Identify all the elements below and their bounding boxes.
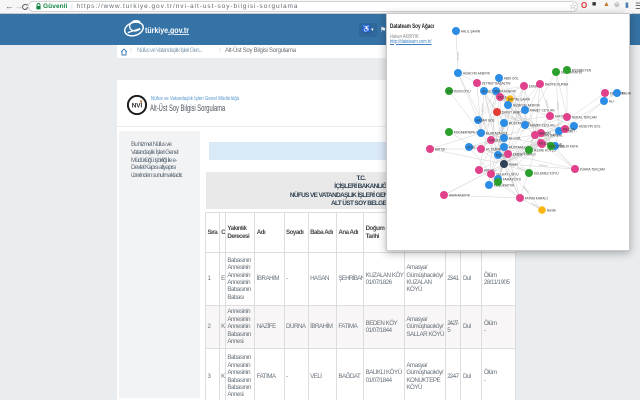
svg-text:HATÇE -: HATÇE - (435, 147, 448, 151)
svg-text:Babası: Babası (480, 117, 488, 127)
svg-text:NVİ: NVİ (132, 102, 143, 110)
svg-text:HANİFE -: HANİFE - (489, 137, 503, 142)
svg-text:Babası: Babası (556, 102, 560, 111)
svg-text:MUSTAFA GÖL: MUSTAFA GÖL (509, 145, 531, 149)
svg-text:DEDE -: DEDE - (498, 95, 509, 99)
svg-text:BATTAL ŞAHİN: BATTAL ŞAHİN (508, 96, 531, 101)
svg-text:ALİ -: ALİ - (609, 98, 616, 103)
svg-text:Babası: Babası (517, 165, 527, 172)
svg-text:ALİ GÖL: ALİ GÖL (509, 135, 522, 140)
svg-text:SAFİYE -: SAFİYE - (555, 113, 568, 118)
svg-text:DAVUT AKBIYIK: DAVUT AKBIYIK (502, 110, 526, 114)
svg-text:Babası: Babası (529, 141, 539, 149)
svg-text:VELA AT LİĞYÜ: VELA AT LİĞYÜ (496, 171, 520, 176)
svg-text:KASTERİ KÖYÜ: KASTERİ KÖYÜ (447, 88, 471, 93)
svg-text:NAZİFE DURNA: NAZİFE DURNA (545, 81, 569, 86)
svg-text:SÜLEMEZ: SÜLEMEZ (549, 144, 564, 148)
svg-text:AT. DURNA: AT. DURNA (486, 147, 503, 151)
svg-text:NURAL TEKÇAM: NURAL TEKÇAM (572, 115, 597, 119)
svg-text:türkiye.gov.tr: türkiye.gov.tr (145, 26, 189, 35)
svg-text:HÜSEYİN AKBIYIK: HÜSEYİN AKBIYIK (513, 102, 541, 107)
svg-text:ABDİ GÖL: ABDİ GÖL (504, 75, 519, 80)
svg-text:MURTAZA GÖL: MURTAZA GÖL (486, 131, 509, 135)
svg-text:Babası: Babası (539, 163, 548, 168)
svg-text:Nardin: Nardin (547, 208, 557, 212)
svg-text:Hasan: Hasan (509, 162, 518, 166)
svg-text:FİDAN SANBAL: FİDAN SANBAL (540, 132, 563, 137)
svg-text:Babası: Babası (456, 52, 460, 61)
svg-text:Babası: Babası (544, 99, 550, 109)
svg-text:Babası: Babası (511, 115, 521, 122)
svg-text:Babası: Babası (522, 185, 531, 194)
svg-text:FAMA KÖYÜ: FAMA KÖYÜ (503, 177, 522, 181)
svg-text:Babası: Babası (501, 96, 510, 105)
svg-text:AHMET CEVLAN: AHMET CEVLAN (530, 123, 555, 127)
svg-text:SANBAL: SANBAL (539, 131, 552, 135)
svg-text:MEMET -: MEMET - (564, 129, 577, 133)
svg-text:EMİNE KARACI: EMİNE KARACI (513, 151, 536, 156)
svg-text:MUSA AKBIYIK: MUSA AKBIYIK (494, 89, 517, 93)
svg-text:BİLİNMEYEN: BİLİNMEYEN (572, 67, 592, 72)
svg-text:AYŞE -: AYŞE - (467, 145, 477, 149)
svg-text:MELEK -: MELEK - (539, 141, 552, 145)
svg-text:FATMA KARACI: FATMA KARACI (525, 196, 548, 200)
svg-text:MUSTAFA GÖL: MUSTAFA GÖL (509, 121, 531, 125)
svg-text:SALİH KAYA: SALİH KAYA (560, 143, 579, 148)
svg-text:MELİSA -: MELİSA - (563, 126, 576, 131)
svg-text:Babası: Babası (498, 163, 505, 173)
svg-text:Babası: Babası (516, 111, 524, 121)
svg-text:KÜÇÜKAKYIK: KÜÇÜKAKYIK (494, 183, 515, 187)
svg-text:ZÜHRA TEKÇAM: ZÜHRA TEKÇAM (580, 167, 605, 171)
svg-text:ALİ GÖL: ALİ GÖL (482, 88, 495, 93)
svg-text:ESMA -: ESMA - (529, 84, 540, 88)
svg-text:Babası: Babası (553, 120, 563, 128)
svg-text:Babası: Babası (511, 92, 520, 101)
svg-text:HÜSEYİN AKBIYIK: HÜSEYİN AKBIYIK (463, 70, 491, 75)
svg-text:Babası: Babası (480, 103, 485, 112)
svg-text:HASAN GÖL: HASAN GÖL (476, 118, 495, 122)
svg-text:HÜSEYİN GÖL: HÜSEYİN GÖL (579, 123, 601, 128)
svg-text:SEBİLA KAYDI: SEBİLA KAYDI (561, 69, 582, 74)
svg-text:HALİL ŞAHİN: HALİL ŞAHİN (461, 28, 481, 33)
svg-text:SÜLEMEZ KÖYÜ: SÜLEMEZ KÖYÜ (534, 171, 560, 175)
svg-text:MUSLU -: MUSLU - (496, 153, 509, 157)
svg-text:Babası: Babası (489, 149, 499, 156)
svg-text:Babası: Babası (508, 175, 516, 185)
svg-text:Babası: Babası (492, 146, 501, 156)
svg-text:MEHMET -: MEHMET - (622, 91, 631, 95)
svg-text:HAVA AKBIYIK: HAVA AKBIYIK (449, 193, 471, 197)
svg-text:ZEYNEP BAŞALTIN: ZEYNEP BAŞALTIN (482, 81, 511, 85)
svg-text:Babası: Babası (531, 201, 541, 209)
svg-text:Babası: Babası (498, 130, 504, 140)
svg-text:KOCAERTEPE KÖYÜ: KOCAERTEPE KÖYÜ (454, 130, 486, 134)
svg-text:AHMET CEYLAN: AHMET CEYLAN (530, 108, 555, 112)
svg-text:İKLİME KÖYLÜ: İKLİME KÖYLÜ (534, 147, 557, 152)
